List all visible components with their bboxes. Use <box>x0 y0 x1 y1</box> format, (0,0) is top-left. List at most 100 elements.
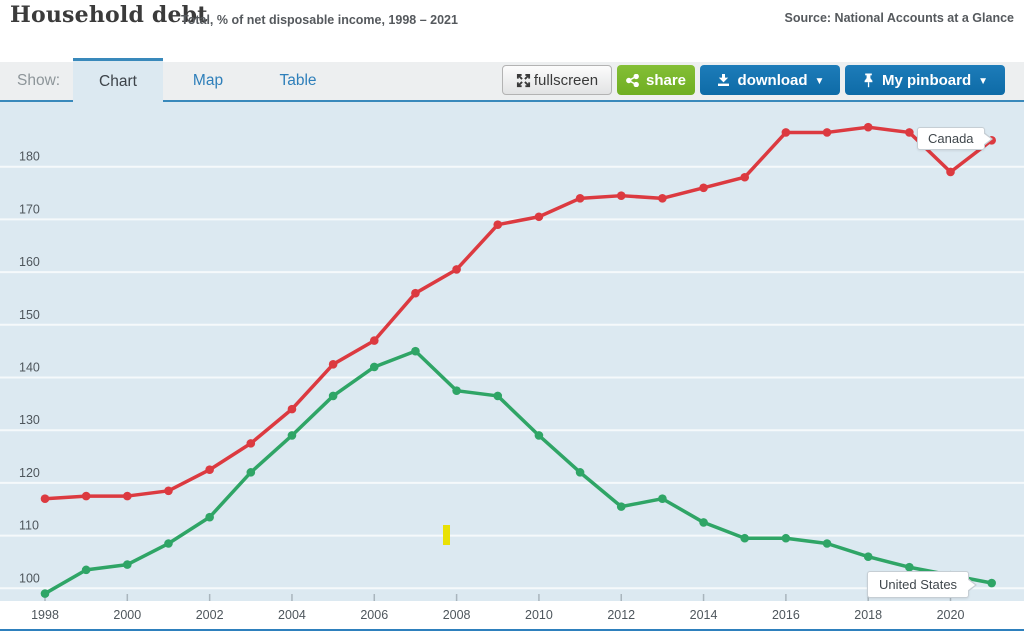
download-button[interactable]: download ▼ <box>700 65 840 95</box>
data-point <box>287 431 297 440</box>
data-point <box>40 589 50 598</box>
series-line-canada <box>43 125 994 501</box>
data-point <box>987 578 996 588</box>
data-point <box>822 128 832 137</box>
x-axis-label: 2012 <box>607 608 635 622</box>
data-point <box>164 539 173 548</box>
y-axis-label: 180 <box>19 150 40 164</box>
data-point <box>740 533 750 543</box>
y-axis-label: 150 <box>19 308 40 322</box>
header: Household debt Total, % of net disposabl… <box>0 0 1024 58</box>
data-point <box>781 128 791 137</box>
data-point <box>863 552 873 561</box>
y-axis-label: 130 <box>19 413 40 427</box>
x-axis-label: 2002 <box>196 608 224 622</box>
y-axis-label: 120 <box>19 466 40 480</box>
data-point <box>946 167 955 177</box>
fullscreen-icon <box>516 73 530 87</box>
x-axis-label: 2006 <box>360 608 388 622</box>
tab-chart[interactable]: Chart <box>73 58 163 104</box>
data-point <box>658 194 667 203</box>
source-label: Source: National Accounts at a Glance <box>784 11 1014 25</box>
data-point <box>822 539 832 548</box>
x-axis-label: 2008 <box>443 608 471 622</box>
data-point <box>328 360 338 369</box>
data-point <box>740 172 750 182</box>
data-point <box>905 562 914 572</box>
x-axis-label: 2004 <box>278 608 306 622</box>
y-axis-label: 110 <box>19 519 39 533</box>
page-title: Household debt <box>10 2 208 28</box>
page-subtitle: Total, % of net disposable income, 1998 … <box>181 13 458 27</box>
data-point <box>781 533 791 543</box>
data-point <box>246 468 256 477</box>
download-icon <box>717 74 729 86</box>
data-point <box>411 288 420 298</box>
data-point <box>40 494 50 504</box>
caret-down-icon: ▼ <box>978 75 989 87</box>
data-point <box>411 346 420 356</box>
data-point <box>81 491 91 501</box>
data-point <box>328 391 338 401</box>
tab-bar: Show: Chart Map Table fullscreen share <box>0 58 1024 104</box>
x-axis-label: 2010 <box>525 608 553 622</box>
x-axis-label: 1998 <box>31 608 59 622</box>
caret-down-icon: ▼ <box>814 75 825 87</box>
series-tooltip-united-states-label: United States <box>879 577 958 592</box>
data-point <box>81 565 91 575</box>
data-point <box>699 518 708 527</box>
download-label: download <box>737 71 808 89</box>
data-point <box>616 502 626 511</box>
data-point <box>369 362 379 372</box>
data-point <box>246 439 256 448</box>
tab-table[interactable]: Table <box>279 72 317 89</box>
data-point <box>493 391 503 401</box>
x-axis-label: 2016 <box>772 608 800 622</box>
yellow-marker-artifact <box>443 525 450 545</box>
data-point <box>123 491 132 501</box>
fullscreen-label: fullscreen <box>533 71 599 89</box>
data-point <box>369 336 379 345</box>
series-line-united-states <box>43 349 994 596</box>
y-axis-label: 100 <box>19 571 40 585</box>
share-button[interactable]: share <box>617 65 695 95</box>
data-point <box>534 212 544 222</box>
data-point <box>534 431 544 440</box>
x-axis-label: 2020 <box>937 608 965 622</box>
x-axis-label: 2018 <box>854 608 882 622</box>
line-chart: 100 110 120 130 140 150 160 170 180 1998 2000 2002 2… <box>0 102 1024 622</box>
tab-map[interactable]: Map <box>192 72 224 89</box>
y-axis-label: 140 <box>19 361 40 375</box>
data-point <box>493 220 503 229</box>
data-point <box>452 265 461 274</box>
data-point <box>205 512 214 522</box>
data-point <box>863 122 873 132</box>
series-tooltip-canada: Canada <box>917 127 993 150</box>
data-point <box>287 404 297 414</box>
share-label: share <box>645 71 687 89</box>
show-label: Show: <box>17 72 61 89</box>
data-point <box>905 128 914 137</box>
plot-background <box>0 102 1024 601</box>
chart-area: 100 110 120 130 140 150 160 170 180 1998 2000 2002 2… <box>0 102 1024 631</box>
x-axis-label: 2000 <box>113 608 141 622</box>
series-tooltip-canada-label: Canada <box>928 131 974 146</box>
y-axis-label: 170 <box>19 202 40 216</box>
my-pinboard-button[interactable]: My pinboard ▼ <box>845 65 1005 95</box>
data-point <box>164 486 173 496</box>
series-tooltip-united-states: United States <box>867 571 978 598</box>
data-point <box>575 194 585 203</box>
fullscreen-button[interactable]: fullscreen <box>502 65 612 95</box>
y-axis-label: 160 <box>19 255 40 269</box>
data-point <box>205 465 214 475</box>
pin-icon <box>864 73 873 87</box>
data-point <box>616 191 626 200</box>
data-point <box>658 494 667 504</box>
data-point <box>452 386 461 395</box>
data-point <box>699 183 708 193</box>
data-point <box>123 560 132 569</box>
x-axis-label: 2014 <box>690 608 718 622</box>
my-pinboard-label: My pinboard <box>881 71 972 89</box>
share-icon <box>626 73 639 87</box>
data-point <box>575 468 585 477</box>
